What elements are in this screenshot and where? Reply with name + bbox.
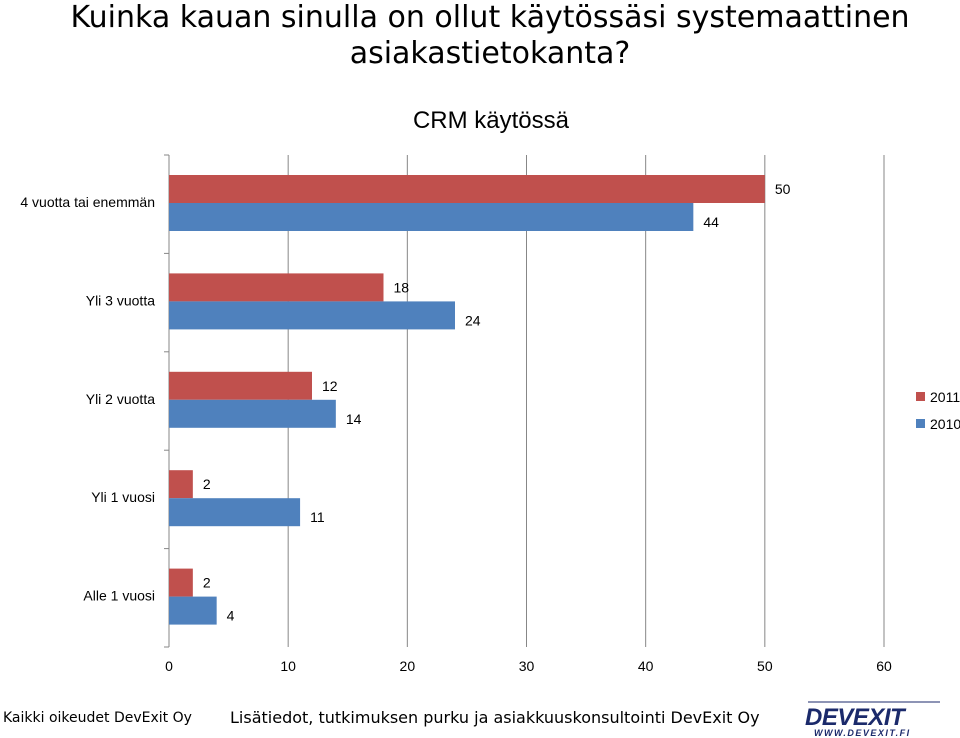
bar-2010: [169, 596, 217, 625]
footer-info: Lisätiedot, tutkimuksen purku ja asiakku…: [230, 708, 760, 727]
bar-2011: [169, 470, 193, 499]
bar-2010: [169, 399, 336, 428]
x-tick-label: 10: [280, 658, 296, 674]
x-tick-label: 60: [876, 658, 892, 674]
data-label-2011: 12: [322, 378, 338, 394]
data-label-2011: 2: [203, 575, 211, 591]
slide-title-line-1: Kuinka kauan sinulla on ollut käytössäsi…: [70, 0, 910, 35]
data-label-2010: 11: [310, 509, 325, 525]
category-label: Alle 1 vuosi: [83, 588, 155, 604]
data-label-2010: 44: [703, 214, 719, 230]
data-label-2010: 14: [346, 411, 362, 427]
category-label: Yli 2 vuotta: [86, 391, 155, 407]
slide-title: Kuinka kauan sinulla on ollut käytössäsi…: [0, 0, 960, 72]
data-label-2011: 18: [394, 279, 410, 295]
bar-2011: [169, 371, 312, 400]
crm-bar-chart: CRM käytössä 0 10 20 30 40 50 60 4 vuotta tai en…: [20, 107, 960, 674]
legend-swatch-2010: [916, 419, 925, 428]
devexit-logo: DEVEXIT WWW.DEVEXIT.FI: [805, 701, 940, 738]
category-label: Yli 3 vuotta: [86, 292, 155, 308]
bar-2010: [169, 301, 455, 330]
bar-2010: [169, 203, 694, 231]
slide-title-line-2: asiakastietokanta?: [349, 36, 631, 71]
legend-label-2011: 2011: [930, 389, 960, 405]
data-label-2011: 2: [203, 476, 211, 492]
x-tick-label: 20: [400, 658, 416, 674]
logo-url: WWW.DEVEXIT.FI: [814, 728, 911, 738]
x-tick-label: 50: [757, 658, 773, 674]
data-label-2011: 50: [775, 181, 791, 197]
footer-copyright: Kaikki oikeudet DevExit Oy: [3, 710, 192, 726]
data-label-2010: 24: [465, 312, 481, 328]
legend-swatch-2011: [916, 392, 925, 401]
bar-2011: [169, 175, 765, 203]
chart-title: CRM käytössä: [413, 107, 570, 134]
category-label: 4 vuotta tai enemmän: [20, 194, 155, 210]
x-tick-label: 40: [638, 658, 654, 674]
legend-label-2010: 2010: [930, 416, 960, 432]
x-tick-label: 0: [165, 658, 173, 674]
x-tick-label: 30: [519, 658, 535, 674]
bar-2011: [169, 568, 193, 597]
logo-wordmark: DEVEXIT: [805, 704, 907, 731]
data-label-2010: 4: [227, 608, 235, 624]
bar-2010: [169, 498, 301, 527]
bar-2011: [169, 273, 384, 302]
category-label: Yli 1 vuosi: [91, 489, 155, 505]
